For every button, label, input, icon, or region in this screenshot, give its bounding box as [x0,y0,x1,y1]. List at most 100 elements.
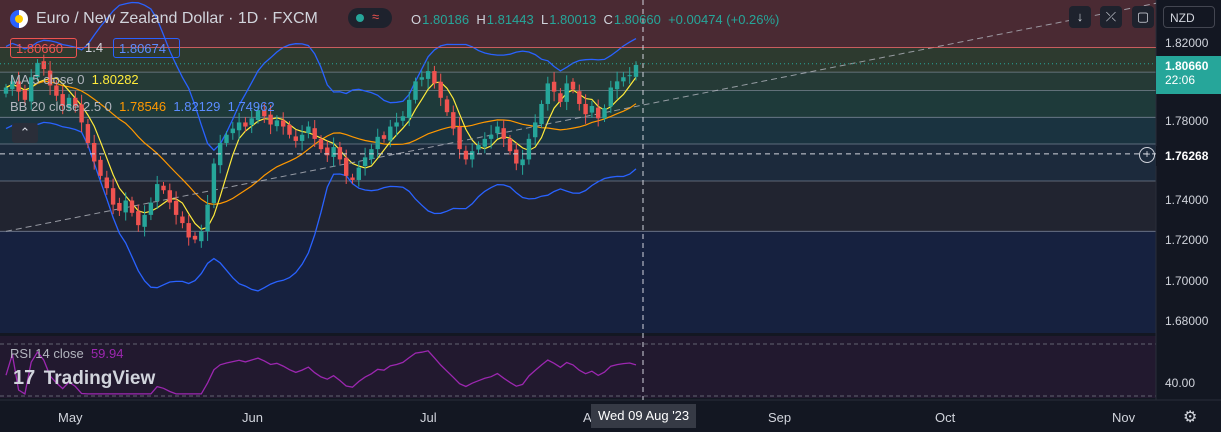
level-band [0,117,1156,145]
bb-basis-value: 1.78546 [119,99,167,114]
candle-body [123,200,128,213]
candle-body [362,157,368,166]
candle-body [110,188,116,205]
candle-body [79,104,84,123]
candle-body [173,200,179,215]
candle-body [299,134,305,141]
chart-title[interactable]: Euro / New Zealand Dollar · 1D · FXCM [36,10,318,27]
last-price-value: 1.80660 [1165,59,1209,73]
candle-body [570,81,576,90]
candle-body [293,136,298,141]
candle-body [388,126,393,141]
candle-body [444,99,450,113]
settings-gear-icon[interactable]: ⚙ [1183,409,1198,426]
candle-body [432,71,437,84]
candle-body [337,147,343,160]
time-tick: Nov [1112,410,1136,425]
candle-body [400,116,406,121]
rsi-line [5,350,637,395]
candle-body [564,83,569,102]
candle-body [192,235,198,240]
rsi-legend[interactable]: RSI 14 close 59.94 [10,346,123,361]
crosshair-date-label: Wed 09 Aug '23 [591,404,697,428]
candle-body [482,138,487,147]
rsi-pane [0,336,1156,398]
candle-body [104,177,109,189]
ohlc-readout: O1.80186 H1.81443 L1.80013 C1.80660 +0.0… [411,12,780,27]
candle-body [501,128,506,139]
high-value: 1.81443 [486,12,534,27]
price-tick: 1.74000 [1165,193,1209,207]
candle-body [577,91,582,104]
candle-body [66,97,72,108]
candle-body [470,151,475,160]
candle-body [425,71,431,79]
candle-body [22,89,28,100]
time-tick: Jun [242,410,263,425]
candle-body [413,81,418,100]
candle-body [306,126,311,134]
crosshair-price-label: 1.76268 [1156,146,1221,166]
buy-price-button[interactable]: 1.80674 [113,38,180,58]
price-tick: 1.82000 [1165,36,1209,50]
collapse-legend-icon[interactable]: ⌃ [12,123,38,143]
candle-body [350,177,355,180]
candle-body [142,214,147,227]
price-tick: 1.72000 [1165,233,1209,247]
sell-price-button[interactable]: 1.80660 [10,38,77,58]
bb-legend[interactable]: BB 20 close 2.5 0 1.78546 1.82129 1.7496… [10,99,275,114]
candle-body [463,150,469,160]
candle-body [312,128,317,139]
candle-body [274,120,280,127]
bb-label: BB 20 close 2.5 0 [10,99,112,114]
candle-body [520,159,525,166]
candle-body [495,126,500,134]
fullscreen-icon[interactable]: ▢ [1132,6,1154,28]
ma-legend[interactable]: MA 5 close 0 1.80282 [10,72,139,87]
price-tick: 1.68000 [1165,314,1209,328]
candle-body [356,167,361,180]
candle-body [262,110,267,117]
crosshair-add-icon[interactable]: + [1139,147,1155,163]
candle-body [539,103,544,125]
candle-body [60,94,65,107]
rsi-label: RSI 14 close [10,346,84,361]
tradingview-logo[interactable]: 17 TradingView [13,367,155,390]
candle-body [476,145,481,150]
candle-body [230,128,235,134]
price-tick: 1.70000 [1165,274,1209,288]
candle-body [243,122,248,127]
market-status-toggle[interactable]: ≈ [348,8,392,28]
rsi-value: 59.94 [90,346,124,361]
candle-body [438,81,443,98]
candle-body [54,85,59,96]
time-tick: Jul [420,410,437,425]
price-tick: 1.78000 [1165,114,1209,128]
bb-upper-value: 1.82129 [173,99,221,114]
collapse-icon[interactable]: ⤫ [1100,6,1122,28]
arrow-down-icon[interactable]: ↓ [1069,6,1091,28]
waves-icon: ≈ [372,9,380,24]
candle-body [526,138,532,160]
market-open-icon [356,14,364,22]
time-tick: Oct [935,410,956,425]
tradingview-wordmark: TradingView [43,367,156,389]
candle-body [318,138,324,150]
time-tick: Sep [768,410,792,425]
candle-body [129,200,135,213]
time-tick: May [58,410,83,425]
candle-body [211,163,217,203]
bb-lower-value: 1.74962 [227,99,275,114]
ma-value: 1.80282 [91,72,139,87]
candle-body [92,142,97,162]
candle-body [533,122,538,138]
currency-selector[interactable]: NZD [1163,6,1215,28]
candle-body [344,157,349,176]
candle-body [3,87,9,94]
candle-body [148,202,154,215]
candle-body [325,147,330,156]
candle-body [621,77,626,82]
candle-body [583,103,588,115]
change-value: +0.00474 (+0.26%) [668,12,780,27]
